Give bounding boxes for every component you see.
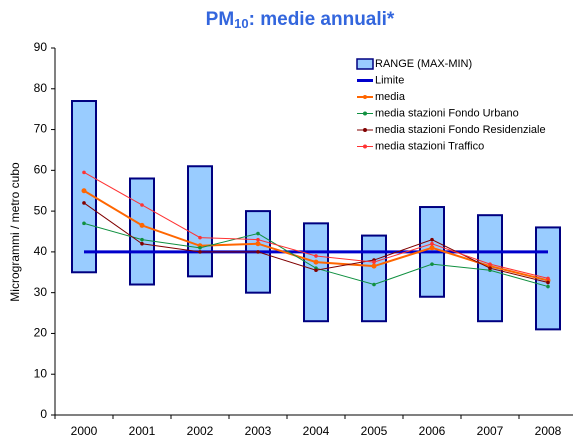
y-tick-label: 70 [34,122,48,136]
series-marker [198,250,202,254]
range-bar [187,165,213,278]
range-bar [303,222,329,323]
series-marker [81,188,87,194]
series-marker [139,222,145,228]
series-marker [430,262,434,266]
series-marker [430,237,434,242]
series-marker [198,246,202,250]
legend-label: RANGE (MAX-MIN) [375,58,472,70]
series-marker [140,237,144,242]
series-marker [82,221,86,226]
series-marker [546,276,550,281]
series-marker [314,254,318,258]
series-marker [256,231,260,236]
series-marker [546,280,550,285]
y-axis-label: Microgrammi / metro cubo [8,162,22,302]
x-tick-label: 2002 [187,424,214,438]
series-marker [430,241,434,246]
series-marker [314,268,318,273]
legend-label: media stazioni Traffico [375,140,484,152]
x-tick-label: 2006 [419,424,446,438]
series-marker [256,237,260,242]
x-tick-label: 2004 [303,424,330,438]
y-tick-label: 40 [34,244,48,258]
y-tick-label: 60 [34,163,48,177]
series-marker [429,245,435,251]
legend-marker [363,144,367,149]
x-tick-label: 2005 [361,424,388,438]
legend-swatch [356,58,374,70]
series-marker [140,241,144,246]
y-tick-label: 0 [40,407,47,421]
series-marker [82,201,86,205]
series-marker [255,241,261,247]
legend-marker [363,128,367,132]
series-marker [488,266,492,271]
y-tick-label: 30 [34,285,48,299]
series-marker [256,250,260,254]
range-bar [129,177,155,286]
range-bar [71,100,97,274]
y-tick-label: 80 [34,81,48,95]
legend-marker [363,111,367,116]
series-marker [488,262,492,266]
x-tick-label: 2003 [245,424,272,438]
legend-label: media stazioni Fondo Residenziale [375,124,546,136]
title-subscript: 10 [234,16,248,31]
x-tick-label: 2000 [71,424,98,438]
legend-label: media [375,91,406,103]
x-tick-label: 2008 [535,424,562,438]
range-bar [361,234,387,323]
x-tick-label: 2007 [477,424,504,438]
y-tick-label: 20 [34,326,48,340]
title-text: : medie annuali* [249,9,395,30]
legend-marker [363,95,367,99]
x-tick-label: 2001 [129,424,156,438]
y-tick-label: 50 [34,203,48,217]
series-marker [372,282,376,287]
series-marker [313,259,319,265]
y-tick-label: 90 [34,40,48,54]
series-marker [546,284,550,289]
legend-label: Limite [375,74,404,86]
legend-label: media stazioni Fondo Urbano [375,107,519,119]
series-marker [140,203,144,207]
chart-title: PM10: medie annuali* [206,9,395,31]
title-text: PM [206,9,235,30]
series-marker [372,260,376,264]
series-marker [198,235,202,240]
series-marker [82,170,86,175]
series-marker [371,263,377,269]
y-tick-label: 10 [34,366,48,380]
